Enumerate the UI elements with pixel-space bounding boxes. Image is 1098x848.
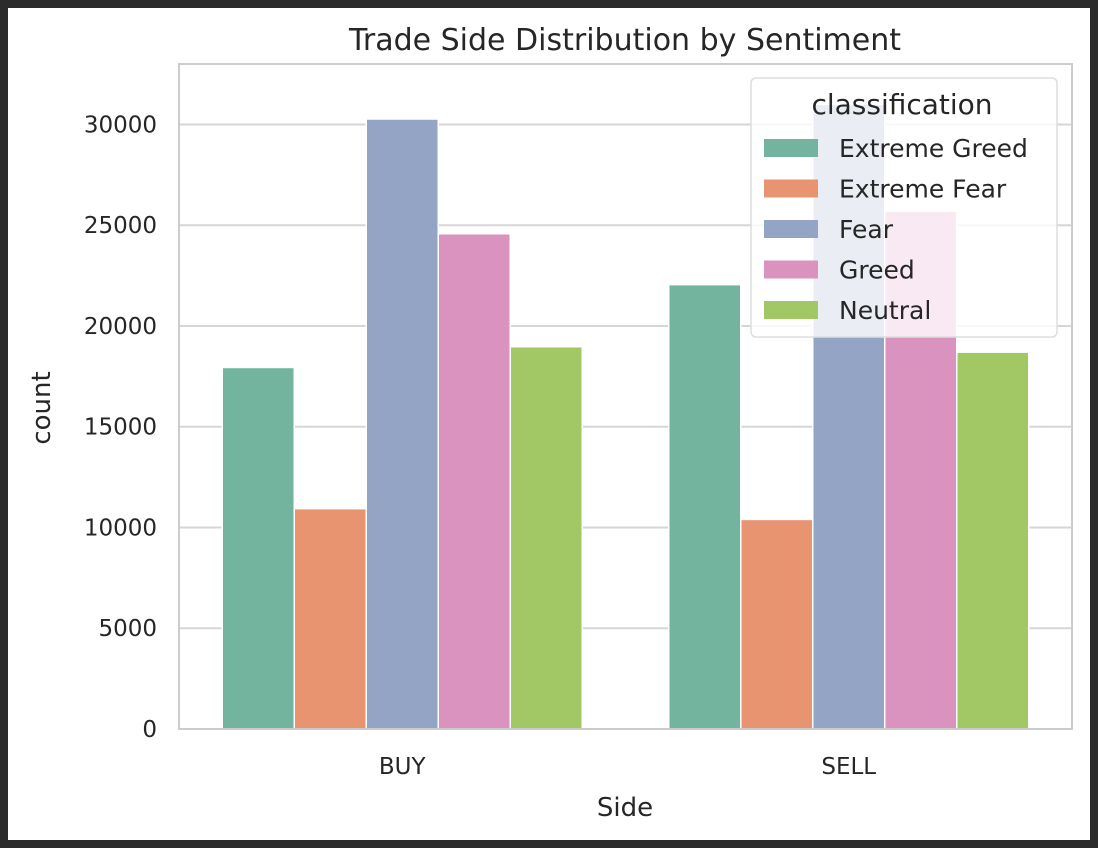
y-tick-label: 25000 [84, 213, 157, 239]
legend-label: Extreme Fear [839, 175, 1007, 204]
bar [221, 366, 295, 730]
x-tick-labels: BUY SELL [379, 754, 876, 780]
y-tick-label: 20000 [84, 314, 157, 340]
legend-swatch [764, 179, 818, 198]
bar [437, 233, 511, 730]
legend-label: Extreme Greed [839, 134, 1028, 163]
y-tick-label: 15000 [84, 415, 157, 441]
bar [740, 518, 814, 730]
legend: classification Extreme Greed Extreme Fear… [750, 77, 1058, 338]
x-tick-label: SELL [821, 754, 876, 780]
legend-swatch [764, 301, 818, 319]
legend-items: Extreme Greed Extreme Fear Fear Greed Neutra… [764, 134, 1028, 325]
bar [293, 507, 367, 730]
y-axis-label: count [27, 371, 57, 444]
legend-label: Fear [839, 215, 894, 244]
bar [956, 351, 1030, 730]
legend-box [750, 77, 1058, 338]
bar [365, 118, 439, 730]
bar [509, 345, 583, 730]
legend-title: classification [811, 88, 992, 121]
y-tick-label: 30000 [84, 112, 157, 138]
legend-swatch [764, 220, 818, 238]
y-tick-label: 0 [142, 717, 157, 743]
legend-label: Greed [839, 256, 915, 285]
x-axis-label: Side [597, 793, 653, 823]
chart-title: Trade Side Distribution by Sentiment [348, 23, 901, 58]
plot-frame [178, 63, 1073, 730]
y-tick-label: 10000 [84, 515, 157, 541]
legend-label: Neutral [839, 296, 931, 325]
chart-figure: Trade Side Distribution by Sentiment 0 50… [8, 8, 1090, 840]
legend-swatch [764, 139, 818, 157]
y-tick-labels: 0 5000 10000 15000 20000 25000 30000 [84, 112, 157, 743]
bars [221, 103, 1030, 730]
y-tick-label: 5000 [98, 616, 157, 642]
bar [668, 283, 742, 730]
legend-swatch [764, 260, 818, 279]
bar-chart: Trade Side Distribution by Sentiment 0 50… [27, 23, 1073, 823]
x-tick-label: BUY [379, 754, 427, 780]
